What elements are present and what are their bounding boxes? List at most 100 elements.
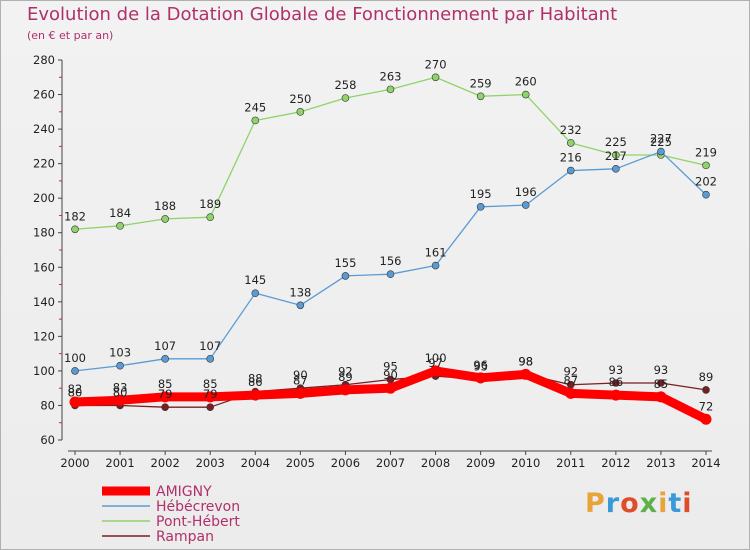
data-point-amigny [69, 396, 81, 408]
data-point-pont-hebert [476, 92, 485, 101]
data-point-amigny [385, 382, 396, 394]
data-labels: 80 80 79 79 88 90 92 95 97 95 98 92 93 93 89 182 184 188 1… [64, 57, 717, 413]
logo-letter: r [605, 488, 621, 519]
data-label-pont-hebert: 225 [605, 135, 627, 149]
data-point-hebecrevon [386, 270, 395, 278]
data-point-pont-hebert [161, 215, 169, 223]
data-point-amigny [114, 394, 126, 406]
data-point-hebecrevon [521, 201, 530, 209]
data-point-amigny [655, 391, 667, 403]
data-label-pont-hebert: 182 [64, 209, 86, 223]
x-tick-label: 2004 [241, 456, 270, 470]
data-label-hebecrevon: 195 [470, 187, 492, 201]
data-label-rampan: 89 [699, 370, 714, 384]
data-label-pont-hebert: 259 [470, 76, 492, 90]
data-label-hebecrevon: 145 [244, 273, 266, 287]
data-label-pont-hebert: 258 [334, 78, 356, 92]
logo-letter: t [668, 488, 683, 519]
data-label-hebecrevon: 217 [605, 149, 627, 163]
data-label-amigny: 100 [425, 351, 447, 365]
data-label-hebecrevon: 216 [560, 151, 582, 165]
legend-label-amigny: AMIGNY [156, 484, 212, 500]
chart-title: Evolution de la Dotation Globale de Fonc… [27, 4, 618, 25]
x-tick-label: 2003 [196, 456, 225, 470]
data-point-pont-hebert [566, 139, 575, 147]
data-point-amigny [700, 413, 712, 425]
data-point-pont-hebert [341, 94, 350, 102]
data-point-pont-hebert [431, 73, 440, 82]
data-label-pont-hebert: 270 [425, 57, 447, 71]
data-label-rampan: 90 [293, 368, 308, 382]
y-tick-label: 60 [40, 433, 55, 447]
x-tick-label: 2006 [331, 456, 360, 470]
data-label-amigny: 85 [203, 377, 218, 391]
proxiti-logo: Proxiti [585, 488, 693, 519]
x-tick-label: 2009 [466, 456, 495, 470]
y-tick-label: 80 [40, 398, 55, 412]
data-label-rampan: 95 [383, 360, 398, 374]
data-point-pont-hebert [386, 85, 395, 94]
data-point-hebecrevon [206, 355, 215, 363]
data-label-amigny: 90 [383, 368, 398, 382]
data-point-hebecrevon [476, 203, 485, 211]
logo-letter: o [620, 488, 640, 519]
data-label-hebecrevon: 196 [515, 185, 537, 199]
data-label-hebecrevon: 161 [425, 246, 447, 260]
data-point-amigny [294, 387, 306, 399]
data-point-pont-hebert [251, 116, 260, 125]
data-label-rampan: 95 [473, 360, 488, 374]
data-point-amigny [565, 387, 577, 399]
data-label-rampan: 92 [338, 365, 353, 379]
logo-letter: P [585, 488, 606, 519]
data-label-rampan: 93 [654, 363, 669, 377]
x-tick-label: 2010 [511, 456, 540, 470]
data-point-pont-hebert [521, 90, 530, 99]
y-tick-label: 120 [33, 329, 55, 343]
data-label-pont-hebert: 232 [560, 123, 582, 137]
data-label-hebecrevon: 156 [380, 254, 402, 268]
data-label-rampan: 79 [203, 387, 218, 401]
data-point-rampan [206, 403, 215, 411]
data-label-pont-hebert: 184 [109, 206, 131, 220]
data-label-pont-hebert: 263 [380, 69, 402, 83]
data-point-amigny [339, 384, 351, 396]
y-tick-label: 260 [33, 88, 55, 102]
x-tick-label: 2007 [376, 456, 405, 470]
data-label-amigny: 86 [248, 375, 263, 389]
data-label-amigny: 86 [609, 375, 624, 389]
data-point-rampan [657, 379, 665, 387]
data-label-rampan: 79 [158, 387, 173, 401]
data-label-amigny: 96 [473, 358, 488, 372]
data-point-hebecrevon [612, 165, 620, 173]
data-label-rampan: 80 [68, 385, 83, 399]
data-label-hebecrevon: 100 [64, 351, 86, 365]
data-point-pont-hebert [206, 213, 215, 221]
data-label-pont-hebert: 189 [199, 197, 221, 211]
logo-letter: i [658, 488, 669, 519]
data-label-amigny: 72 [699, 399, 714, 413]
x-tick-label: 2014 [691, 456, 720, 470]
x-tick-label: 2002 [151, 456, 180, 470]
data-label-rampan: 93 [609, 363, 624, 377]
x-tick-label: 2012 [601, 456, 630, 470]
data-label-pont-hebert: 260 [515, 75, 537, 89]
x-tick-label: 2005 [286, 456, 315, 470]
y-tick-label: 140 [33, 295, 55, 309]
data-label-rampan: 97 [428, 356, 443, 370]
data-point-pont-hebert [71, 225, 79, 234]
legend-label-pont-hebert: Pont-Hébert [156, 514, 240, 530]
data-label-pont-hebert: 219 [695, 145, 717, 159]
data-label-pont-hebert: 188 [154, 199, 176, 213]
data-point-amigny [204, 391, 216, 403]
y-tick-label: 280 [33, 53, 55, 67]
data-label-pont-hebert: 225 [650, 135, 672, 149]
x-tick-label: 2008 [421, 456, 450, 470]
data-label-hebecrevon: 103 [109, 346, 131, 360]
data-point-hebecrevon [161, 355, 169, 363]
data-point-amigny [520, 368, 532, 380]
data-label-pont-hebert: 250 [289, 92, 311, 106]
data-point-rampan [161, 403, 169, 411]
data-point-amigny [610, 389, 622, 401]
data-label-rampan: 92 [563, 365, 578, 379]
data-point-hebecrevon [657, 147, 665, 156]
